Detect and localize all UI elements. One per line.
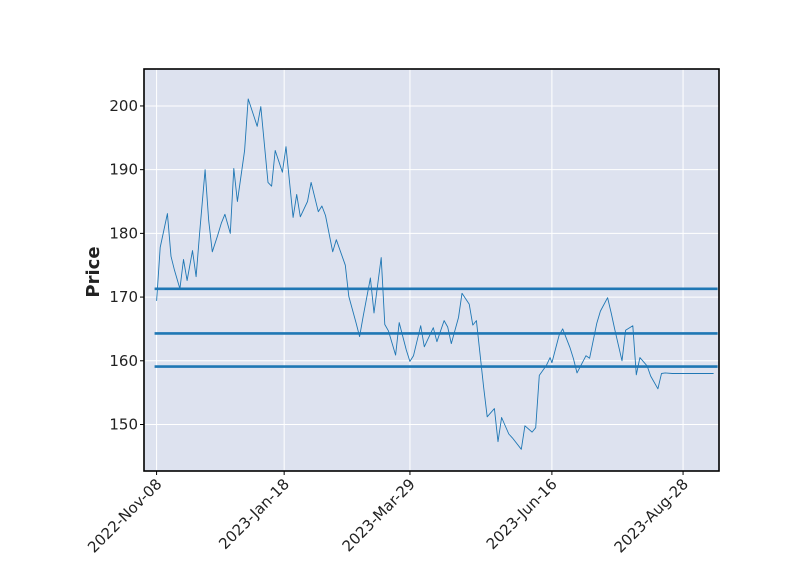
plot-background [144, 69, 719, 471]
x-axis-ticks: 2022-Nov-08 2023-Jan-18 2023-Mar-29 2023-Ju… [84, 471, 692, 556]
x-tick-label: 2023-Jan-18 [215, 475, 293, 553]
x-tick-label: 2023-Jun-16 [483, 475, 561, 553]
y-axis-ticks: 150 160 170 180 190 200 [109, 97, 144, 433]
x-tick-label: 2023-Mar-29 [339, 475, 419, 555]
y-tick-label: 170 [109, 288, 138, 306]
y-tick-label: 150 [109, 415, 138, 433]
x-tick-label: 2023-Aug-28 [611, 475, 692, 556]
level-lines-layer [154, 287, 718, 368]
y-tick-label: 200 [109, 97, 138, 115]
price-series-line [156, 98, 714, 450]
y-tick-label: 190 [109, 161, 138, 179]
y-tick-label: 160 [109, 352, 138, 370]
x-tick-label: 2022-Nov-08 [84, 475, 165, 556]
series-layer [156, 98, 714, 450]
grid-layer [144, 69, 719, 471]
plot-frame [143, 68, 720, 472]
y-axis-label: Price [83, 246, 104, 297]
y-tick-label: 180 [109, 224, 138, 242]
